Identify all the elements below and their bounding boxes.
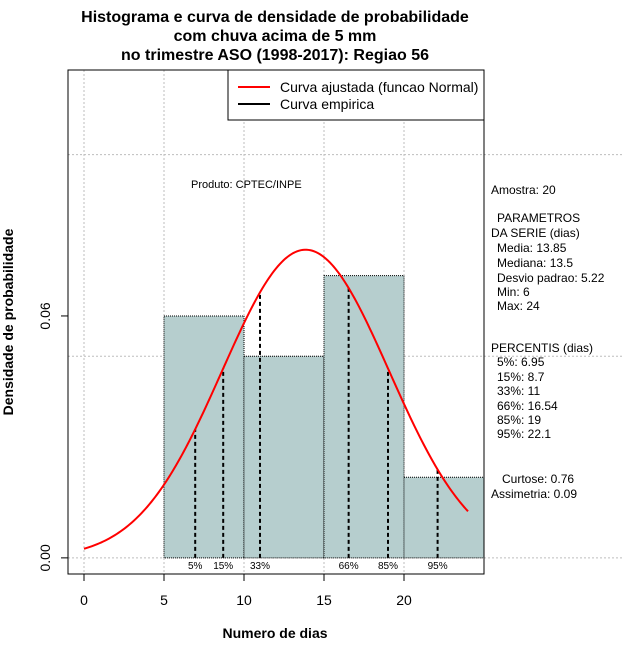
y-tick-label-0: 0.00 [37,544,53,571]
stat-pct-header: PERCENTIS (dias) [491,341,593,355]
stat-p85: 85%: 19 [497,413,541,427]
product-annotation: Produto: CPTEC/INPE [191,179,302,191]
y-tick-label-1: 0.06 [37,302,53,329]
chart-title-line-1: Histograma e curva de densidade de proba… [81,9,469,26]
stat-kurtosis: Curtose: 0.76 [502,472,574,486]
x-tick-label-3: 15 [316,592,332,608]
x-tick-label-1: 5 [160,592,168,608]
legend-label-fitted: Curva ajustada (funcao Normal) [280,79,478,95]
stat-skewness: Assimetria: 0.09 [491,487,577,501]
x-tick-label-0: 0 [80,592,88,608]
histogram-bars [163,275,485,559]
chart-title-line-3: no trimestre ASO (1998-2017): Regiao 56 [121,47,429,64]
percentile-label-3: 66% [339,561,359,572]
stat-params-header-1: PARAMETROS [497,211,580,225]
histogram-bar-3 [403,476,485,559]
x-axis: 0 5 10 15 20 [80,573,412,608]
normal-curve-line [83,248,469,550]
legend-box [227,69,485,121]
percentile-label-4: 85% [378,561,398,572]
chart-title-line-2: com chuva acima de 5 mm [174,28,377,45]
stat-p33: 33%: 11 [497,384,540,398]
x-tick-label-2: 10 [236,592,252,608]
stat-mean: Media: 13.85 [497,241,567,255]
percentile-label-0: 5% [188,561,203,572]
x-tick-label-4: 20 [396,592,412,608]
percentile-lines: 5% 15% 33% 66% 85% 95% [188,288,448,572]
stat-median: Mediana: 13.5 [497,256,573,270]
y-axis-label: Densidade de probabilidade [0,228,16,415]
percentile-label-1: 15% [213,561,233,572]
stat-p15: 15%: 8.7 [497,370,545,384]
stat-min: Min: 6 [497,285,530,299]
stat-p66: 66%: 16.54 [497,399,558,413]
legend-label-empirical: Curva empirica [280,96,374,112]
x-axis-label: Numero de dias [222,625,327,641]
percentile-label-2: 33% [250,561,270,572]
percentile-label-5: 95% [428,561,448,572]
legend: Curva ajustada (funcao Normal) Curva emp… [227,69,485,121]
stat-max: Max: 24 [497,299,540,313]
histogram-bar-0 [163,315,245,559]
histogram-bar-1 [243,355,325,559]
stat-sd: Desvio padrao: 5.22 [497,271,605,285]
stat-sample: Amostra: 20 [491,183,556,197]
stat-p5: 5%: 6.95 [497,355,545,369]
stats-panel: Amostra: 20 PARAMETROS DA SERIE (dias) M… [491,183,605,501]
stat-p95: 95%: 22.1 [497,427,551,441]
histogram-bar-2 [323,275,405,559]
stat-params-header-2: DA SERIE (dias) [491,226,580,240]
y-axis: 0.00 0.06 [37,302,69,571]
